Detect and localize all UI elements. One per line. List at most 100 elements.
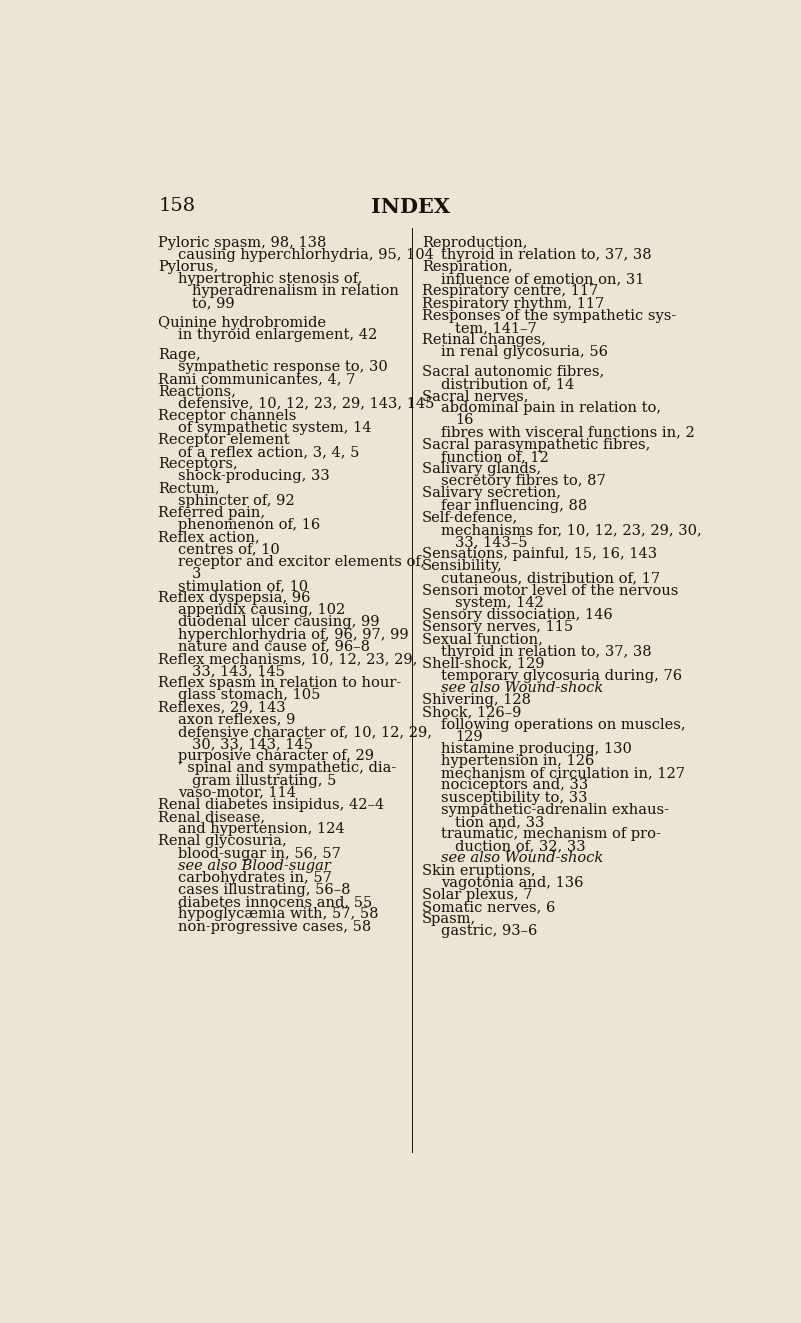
Text: fibres with visceral functions in, 2: fibres with visceral functions in, 2: [441, 426, 695, 439]
Text: receptor and excitor elements of,: receptor and excitor elements of,: [178, 554, 425, 569]
Text: cutaneous, distribution of, 17: cutaneous, distribution of, 17: [441, 572, 660, 586]
Text: fear influencing, 88: fear influencing, 88: [441, 499, 587, 512]
Text: axon reflexes, 9: axon reflexes, 9: [178, 713, 295, 726]
Text: shock-producing, 33: shock-producing, 33: [178, 470, 329, 483]
Text: INDEX: INDEX: [371, 197, 449, 217]
Text: duction of, 32, 33: duction of, 32, 33: [455, 839, 586, 853]
Text: influence of emotion on, 31: influence of emotion on, 31: [441, 273, 645, 286]
Text: 129: 129: [455, 730, 483, 744]
Text: thyroid in relation to, 37, 38: thyroid in relation to, 37, 38: [441, 247, 652, 262]
Text: ’ spinal and sympathetic, dia-: ’ spinal and sympathetic, dia-: [178, 761, 396, 775]
Text: Sensory nerves, 115: Sensory nerves, 115: [422, 620, 573, 634]
Text: in renal glycosuria, 56: in renal glycosuria, 56: [441, 345, 608, 360]
Text: Receptor channels: Receptor channels: [159, 409, 296, 422]
Text: function of, 12: function of, 12: [441, 450, 549, 464]
Text: 33, 143, 145: 33, 143, 145: [191, 664, 284, 677]
Text: hypertrophic stenosis of,: hypertrophic stenosis of,: [178, 273, 362, 286]
Text: Reflex dyspepsia, 96: Reflex dyspepsia, 96: [159, 591, 311, 605]
Text: Rectum,: Rectum,: [159, 482, 220, 496]
Text: Sacral parasympathetic fibres,: Sacral parasympathetic fibres,: [422, 438, 650, 451]
Text: Shock, 126–9: Shock, 126–9: [422, 705, 521, 720]
Text: Rami communicantes, 4, 7: Rami communicantes, 4, 7: [159, 372, 356, 386]
Text: Pyloric spasm, 98, 138: Pyloric spasm, 98, 138: [159, 235, 327, 250]
Text: Quinine hydrobromide: Quinine hydrobromide: [159, 316, 326, 329]
Text: hyperadrenalism in relation: hyperadrenalism in relation: [191, 284, 398, 299]
Text: Reactions,: Reactions,: [159, 384, 236, 398]
Text: phenomenon of, 16: phenomenon of, 16: [178, 519, 320, 532]
Text: carbohydrates in, 57: carbohydrates in, 57: [178, 871, 332, 885]
Text: gastric, 93–6: gastric, 93–6: [441, 925, 537, 938]
Text: diabetes innocens and, 55: diabetes innocens and, 55: [178, 896, 372, 909]
Text: Reflexes, 29, 143: Reflexes, 29, 143: [159, 701, 286, 714]
Text: Sexual function,: Sexual function,: [422, 632, 542, 647]
Text: Reflex spasm in relation to hour-: Reflex spasm in relation to hour-: [159, 676, 401, 691]
Text: system, 142: system, 142: [455, 595, 544, 610]
Text: nociceptors and, 33: nociceptors and, 33: [441, 778, 589, 792]
Text: of sympathetic system, 14: of sympathetic system, 14: [178, 421, 371, 435]
Text: tem, 141–7: tem, 141–7: [455, 321, 537, 335]
Text: susceptibility to, 33: susceptibility to, 33: [441, 791, 588, 804]
Text: see also Wound-shock: see also Wound-shock: [441, 681, 603, 695]
Text: Reflex action,: Reflex action,: [159, 531, 260, 544]
Text: cases illustrating, 56–8: cases illustrating, 56–8: [178, 882, 350, 897]
Text: thyroid in relation to, 37, 38: thyroid in relation to, 37, 38: [441, 644, 652, 659]
Text: Responses of the sympathetic sys-: Responses of the sympathetic sys-: [422, 308, 676, 323]
Text: Sensory dissociation, 146: Sensory dissociation, 146: [422, 609, 613, 622]
Text: Respiratory rhythm, 117: Respiratory rhythm, 117: [422, 296, 604, 311]
Text: 16: 16: [455, 413, 473, 427]
Text: appendix causing, 102: appendix causing, 102: [178, 603, 345, 618]
Text: temporary glycosuria during, 76: temporary glycosuria during, 76: [441, 669, 682, 683]
Text: 158: 158: [159, 197, 195, 216]
Text: Sensibility,: Sensibility,: [422, 560, 502, 573]
Text: 3: 3: [191, 566, 201, 581]
Text: Solar plexus, 7: Solar plexus, 7: [422, 888, 532, 902]
Text: glass stomach, 105: glass stomach, 105: [178, 688, 320, 703]
Text: hypertension in, 126: hypertension in, 126: [441, 754, 594, 769]
Text: hypoglycæmia with, 57, 58: hypoglycæmia with, 57, 58: [178, 908, 378, 921]
Text: purposive character of, 29: purposive character of, 29: [178, 749, 373, 763]
Text: Renal diabetes insipidus, 42–4: Renal diabetes insipidus, 42–4: [159, 798, 384, 812]
Text: traumatic, mechanism of pro-: traumatic, mechanism of pro-: [441, 827, 661, 841]
Text: in thyroid enlargement, 42: in thyroid enlargement, 42: [178, 328, 377, 343]
Text: Renal glycosuria,: Renal glycosuria,: [159, 835, 287, 848]
Text: Shell-shock, 129: Shell-shock, 129: [422, 656, 544, 671]
Text: duodenal ulcer causing, 99: duodenal ulcer causing, 99: [178, 615, 379, 630]
Text: Shivering, 128: Shivering, 128: [422, 693, 531, 708]
Text: following operations on muscles,: following operations on muscles,: [441, 717, 686, 732]
Text: defensive, 10, 12, 23, 29, 143, 145: defensive, 10, 12, 23, 29, 143, 145: [178, 397, 434, 410]
Text: causing hyperchlorhydria, 95, 104: causing hyperchlorhydria, 95, 104: [178, 247, 433, 262]
Text: see also Wound-shock: see also Wound-shock: [441, 852, 603, 865]
Text: sphincter of, 92: sphincter of, 92: [178, 493, 294, 508]
Text: Reproduction,: Reproduction,: [422, 235, 527, 250]
Text: Sacral autonomic fibres,: Sacral autonomic fibres,: [422, 365, 604, 378]
Text: Salivary glands,: Salivary glands,: [422, 462, 541, 476]
Text: histamine producing, 130: histamine producing, 130: [441, 742, 632, 755]
Text: blood-sugar in, 56, 57: blood-sugar in, 56, 57: [178, 847, 340, 860]
Text: non-progressive cases, 58: non-progressive cases, 58: [178, 919, 371, 934]
Text: Respiration,: Respiration,: [422, 261, 513, 274]
Text: centres of, 10: centres of, 10: [178, 542, 280, 557]
Text: vaso-motor, 114: vaso-motor, 114: [178, 786, 296, 799]
Text: secretory fibres to, 87: secretory fibres to, 87: [441, 474, 606, 488]
Text: Spasm,: Spasm,: [422, 912, 476, 926]
Text: Rage,: Rage,: [159, 348, 201, 361]
Text: Retinal changes,: Retinal changes,: [422, 333, 545, 347]
Text: vagotonia and, 136: vagotonia and, 136: [441, 876, 584, 889]
Text: mechanism of circulation in, 127: mechanism of circulation in, 127: [441, 766, 685, 781]
Text: Pylorus,: Pylorus,: [159, 261, 219, 274]
Text: nature and cause of, 96–8: nature and cause of, 96–8: [178, 640, 369, 654]
Text: 33, 143–5: 33, 143–5: [455, 534, 528, 549]
Text: Referred pain,: Referred pain,: [159, 505, 265, 520]
Text: abdominal pain in relation to,: abdominal pain in relation to,: [441, 401, 662, 415]
Text: sympathetic response to, 30: sympathetic response to, 30: [178, 360, 388, 374]
Text: hyperchlorhydria of, 96, 97, 99: hyperchlorhydria of, 96, 97, 99: [178, 627, 409, 642]
Text: Skin eruptions,: Skin eruptions,: [422, 864, 535, 877]
Text: gram illustrating, 5: gram illustrating, 5: [191, 774, 336, 787]
Text: Renal disease,: Renal disease,: [159, 810, 265, 824]
Text: Self-defence,: Self-defence,: [422, 511, 518, 525]
Text: Somatic nerves, 6: Somatic nerves, 6: [422, 900, 555, 914]
Text: Sensori motor level of the nervous: Sensori motor level of the nervous: [422, 583, 678, 598]
Text: see also Blood-sugar: see also Blood-sugar: [178, 859, 331, 873]
Text: to, 99: to, 99: [191, 296, 234, 311]
Text: distribution of, 14: distribution of, 14: [441, 377, 574, 390]
